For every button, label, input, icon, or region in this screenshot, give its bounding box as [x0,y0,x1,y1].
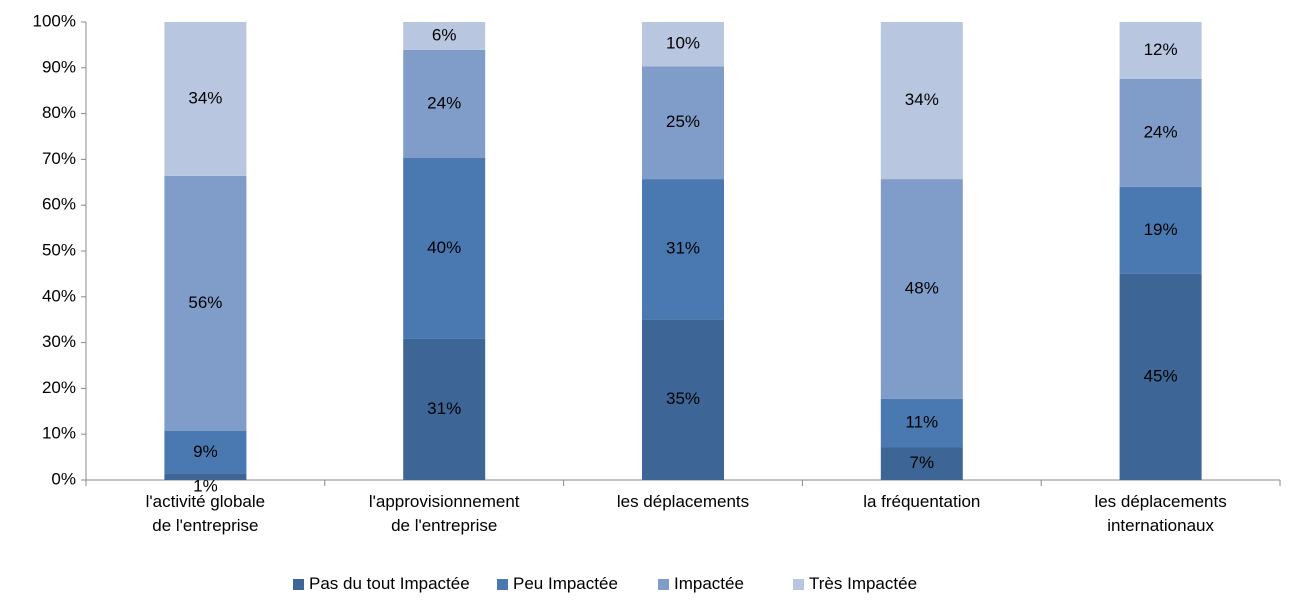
data-label: 56% [188,293,222,312]
data-label: 45% [1144,366,1178,385]
legend-item: Pas du tout Impactée [293,574,470,594]
data-label: 31% [427,399,461,418]
y-tick-label: 50% [42,240,76,259]
y-tick-label: 40% [42,286,76,305]
bar-segment [880,22,963,180]
legend-label: Impactée [674,574,744,593]
bar-segment [403,338,486,480]
x-tick-label: l'activité globale de l'entreprise [145,492,266,535]
data-label: 7% [910,453,935,472]
legend-swatch [497,578,508,590]
bar-segment [403,158,486,339]
data-label: 34% [905,90,939,109]
legend-item: Impactée [658,574,744,594]
bar-segment [1119,22,1202,79]
x-tick-label: les déplacements [616,492,750,511]
y-tick-label: 100% [33,11,76,30]
y-tick-label: 0% [51,469,76,488]
legend-item: Peu Impactée [497,574,618,594]
legend-swatch [658,578,669,590]
y-tick-label: 60% [42,195,76,214]
data-label: 11% [905,413,938,432]
bar-segment [880,398,963,448]
legend-item: Très Impactée [793,574,917,594]
y-tick-label: 30% [42,332,76,351]
data-label: 35% [666,389,700,408]
bar-segment [642,22,724,67]
x-tick-label: la fréquentation [863,492,981,511]
y-tick-label: 90% [42,57,76,76]
bar-segment [164,430,247,474]
data-label: 1% [193,476,218,495]
data-label: 24% [1144,122,1178,141]
bar-segment [1119,78,1202,187]
bar-segment [642,66,724,180]
y-tick-label: 80% [42,103,76,122]
y-tick-label: 10% [42,424,76,443]
data-label: 6% [432,25,457,44]
data-label: 12% [1144,40,1178,59]
data-label: 34% [188,88,222,107]
y-tick-label: 20% [42,378,76,397]
bar-segment [880,447,963,480]
bar-segment [164,22,247,176]
bar-segment [642,319,724,480]
bar-segment [403,22,486,50]
bar-segment [164,473,247,480]
bar-segment [164,175,247,431]
data-label: 10% [666,34,700,53]
data-label: 31% [666,239,700,258]
legend-label: Pas du tout Impactée [309,574,470,593]
y-tick-label: 70% [42,149,76,168]
data-label: 48% [905,278,939,297]
bar-segment [642,179,724,320]
data-label: 25% [666,112,700,131]
legend-swatch [793,578,804,590]
legend-swatch [293,578,304,590]
data-label: 19% [1144,220,1178,239]
data-label: 9% [193,442,218,461]
x-tick-label: les déplacements internationaux [1094,492,1227,535]
data-label: 40% [427,238,461,257]
bar-segment [880,179,963,399]
legend-label: Très Impactée [809,574,918,593]
bar-segment [403,49,486,159]
data-label: 24% [427,93,461,112]
legend-label: Peu Impactée [513,574,618,593]
bar-segment [1119,186,1202,274]
x-tick-label: l'approvisionnement de l'entreprise [368,492,520,535]
bar-segment [1119,273,1202,480]
